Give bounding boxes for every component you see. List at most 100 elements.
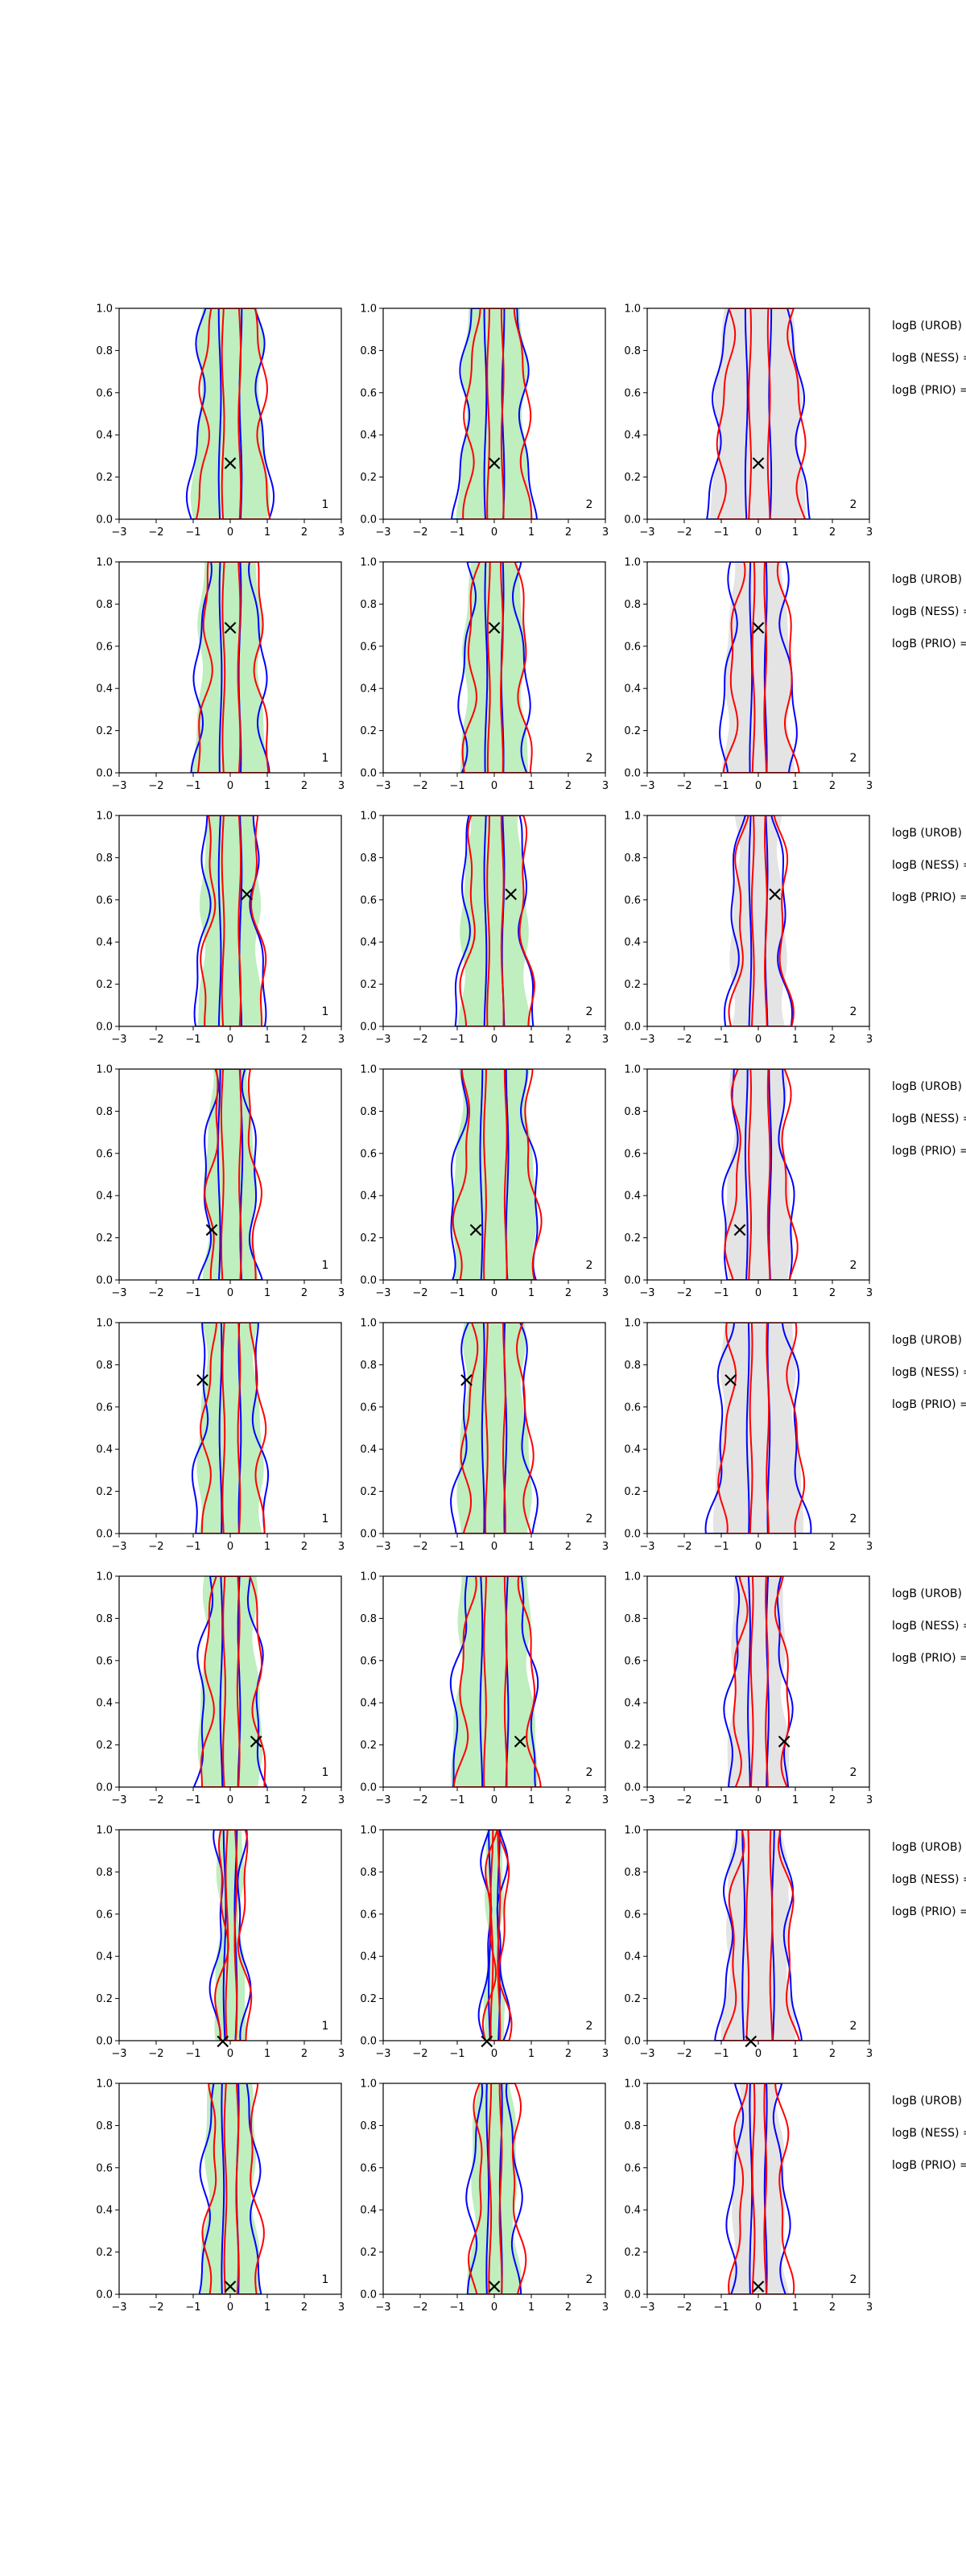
y-tick-label: 0.2 [360, 1993, 377, 2005]
x-tick-label: 2 [829, 780, 836, 792]
blue-inner-contour [483, 308, 506, 519]
x-tick-label: 3 [338, 2301, 345, 2314]
y-tick-label: 0.6 [96, 1655, 113, 1667]
panel-tag: 1 [322, 498, 329, 511]
x-tick-label: 3 [602, 526, 609, 539]
x-tick-label: −3 [111, 1541, 126, 1553]
y-tick-label: 0.0 [360, 1275, 377, 1287]
density-core-fill [745, 308, 771, 519]
x-tick-label: −1 [713, 1541, 729, 1553]
x-tick-label: −3 [639, 780, 654, 792]
logb-label: logB (UROB) = [892, 320, 966, 332]
logb-label: logB (UROB) = [892, 827, 966, 840]
x-tick-label: −2 [412, 780, 427, 792]
blue-outer-contour [725, 2083, 791, 2294]
true-value-marker: × [749, 451, 767, 475]
y-tick-label: 1.0 [624, 1571, 641, 1583]
x-tick-label: −2 [412, 1287, 427, 1299]
y-tick-label: 0.2 [624, 1740, 641, 1752]
y-tick-label: 0.4 [624, 2205, 641, 2217]
x-tick-label: −1 [713, 780, 729, 792]
x-tick-label: −1 [713, 1287, 729, 1299]
x-tick-label: 1 [264, 1287, 270, 1299]
panel-r4-c3: × −3 −2 −1 0 1 2 3 0.0 0.2 0.4 0.6 0.8 1.0 2 [624, 1064, 873, 1300]
x-tick-label: 3 [602, 1034, 609, 1046]
panel-r2-c2: × −3 −2 −1 0 1 2 3 0.0 0.2 0.4 0.6 0.8 1.0 2 [360, 557, 609, 793]
y-tick-label: 1.0 [96, 1825, 113, 1837]
y-tick-label: 1.0 [360, 1571, 377, 1583]
y-tick-label: 0.4 [360, 1698, 377, 1710]
y-tick-label: 0.4 [96, 1698, 113, 1710]
y-tick-label: 0.4 [360, 2205, 377, 2217]
density-core-fill [743, 1830, 774, 2041]
red-outer-contour [462, 308, 533, 519]
x-tick-label: 1 [792, 526, 799, 539]
y-tick-label: 0.2 [96, 2247, 113, 2259]
x-tick-label: −1 [449, 2048, 464, 2060]
red-inner-contour [748, 1069, 771, 1280]
y-tick-label: 0.6 [624, 1148, 641, 1160]
x-tick-label: 0 [227, 2048, 233, 2060]
y-tick-label: 0.6 [96, 1402, 113, 1414]
x-tick-label: −1 [449, 1287, 464, 1299]
red-outer-contour [724, 1069, 799, 1280]
panel-r8-c3: × −3 −2 −1 0 1 2 3 0.0 0.2 0.4 0.6 0.8 1.0 2 [624, 2079, 873, 2314]
x-tick-label: 2 [565, 526, 572, 539]
x-tick-label: 3 [338, 2048, 345, 2060]
x-tick-label: 0 [755, 1034, 762, 1046]
density-core-fill [220, 1323, 241, 1534]
red-outer-contour [722, 1830, 801, 2041]
y-tick-label: 0.2 [96, 979, 113, 991]
panel-tag: 2 [586, 2020, 593, 2033]
panel-r1-c1: × −3 −2 −1 0 1 2 3 0.0 0.2 0.4 0.6 0.8 1.0 1 [96, 303, 345, 539]
x-tick-label: 2 [829, 526, 836, 539]
x-tick-label: 1 [264, 780, 270, 792]
x-tick-label: −3 [639, 1541, 654, 1553]
x-tick-label: 2 [565, 1034, 572, 1046]
x-tick-label: −2 [148, 780, 163, 792]
panel-r3-c1: × −3 −2 −1 0 1 2 3 0.0 0.2 0.4 0.6 0.8 1.0 1 [96, 811, 345, 1046]
x-tick-label: 2 [565, 1541, 572, 1553]
red-inner-contour [489, 1830, 502, 2041]
blue-outer-contour [723, 1576, 794, 1787]
y-tick-label: 0.6 [360, 1655, 377, 1667]
blue-outer-contour [706, 308, 811, 519]
x-tick-label: −3 [375, 1794, 390, 1806]
panel-tag: 2 [850, 1513, 857, 1525]
x-tick-label: −2 [676, 780, 691, 792]
true-value-marker: × [458, 1368, 476, 1393]
panel-plot-area [457, 562, 533, 773]
panel-r8-c2: × −3 −2 −1 0 1 2 3 0.0 0.2 0.4 0.6 0.8 1.0 2 [360, 2079, 609, 2314]
y-tick-label: 0.8 [360, 345, 377, 357]
panel-r1-c2: × −3 −2 −1 0 1 2 3 0.0 0.2 0.4 0.6 0.8 1.0 2 [360, 303, 609, 539]
y-tick-label: 0.2 [96, 1486, 113, 1498]
x-tick-label: −1 [449, 2301, 464, 2314]
x-tick-label: −2 [412, 1794, 427, 1806]
logb-label: logB (NESS) = [892, 1873, 966, 1886]
x-tick-label: 0 [491, 2301, 497, 2314]
x-tick-label: −1 [449, 526, 464, 539]
y-tick-label: 0.4 [96, 430, 113, 442]
y-tick-label: 0.0 [624, 2289, 641, 2301]
true-value-marker: × [467, 1218, 485, 1242]
y-tick-label: 1.0 [624, 303, 641, 316]
blue-outer-contour [457, 562, 531, 773]
x-tick-label: −1 [449, 1034, 464, 1046]
x-tick-label: 2 [565, 2048, 572, 2060]
x-tick-label: 2 [829, 2301, 836, 2314]
density-core-fill [220, 562, 241, 773]
blue-inner-contour [481, 1323, 508, 1534]
blue-inner-contour [219, 1576, 242, 1787]
y-tick-label: 1.0 [624, 811, 641, 823]
x-tick-label: 3 [602, 2048, 609, 2060]
x-tick-label: 1 [792, 2048, 799, 2060]
panel-plot-area [193, 815, 267, 1026]
x-tick-label: 2 [829, 1287, 836, 1299]
y-tick-label: 0.8 [96, 1867, 113, 1879]
y-tick-label: 0.0 [624, 1529, 641, 1541]
logb-label: logB (UROB) = [892, 1587, 966, 1600]
x-tick-label: −2 [412, 1034, 427, 1046]
panel-tag: 1 [322, 1005, 329, 1018]
x-tick-label: 2 [301, 526, 308, 539]
y-tick-label: 0.6 [360, 894, 377, 906]
